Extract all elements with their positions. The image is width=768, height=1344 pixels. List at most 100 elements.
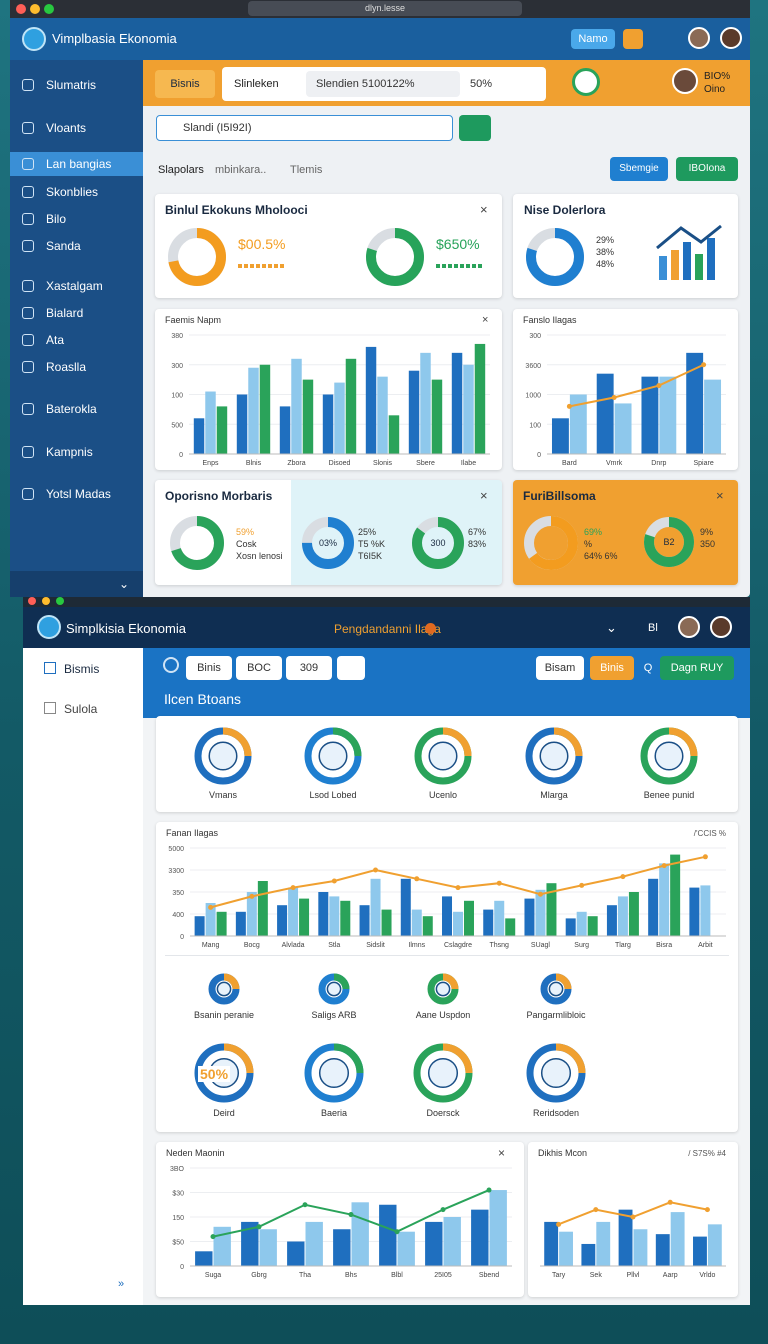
sidebar-item[interactable]: Bismis xyxy=(44,662,99,676)
sidebar-item[interactable]: Kampnis xyxy=(10,440,143,464)
bar xyxy=(453,911,463,936)
sidebar-item[interactable]: Bialard xyxy=(10,301,143,325)
rating xyxy=(238,264,286,268)
bar xyxy=(463,900,474,936)
tab[interactable]: Slapolars xyxy=(158,164,204,176)
settings-icon[interactable] xyxy=(163,657,179,673)
button[interactable]: Sbemgie xyxy=(610,157,668,181)
bar xyxy=(641,376,659,454)
minimize-button[interactable] xyxy=(42,597,50,605)
label: 67% xyxy=(468,527,487,537)
icon xyxy=(22,213,34,225)
label: Ata xyxy=(46,333,65,347)
tab[interactable]: Tlemis xyxy=(290,164,323,176)
close-button[interactable] xyxy=(16,4,26,14)
x-tick-label: Spiare xyxy=(694,460,714,467)
bar xyxy=(606,905,617,936)
x-tick-label: Sbere xyxy=(416,460,435,467)
bar xyxy=(689,887,700,936)
url-bar[interactable]: dlyn.lesse xyxy=(248,1,522,16)
sidebar-item[interactable]: Xastalgam xyxy=(10,274,143,298)
close-icon[interactable]: × xyxy=(480,488,488,503)
line-point xyxy=(611,394,617,400)
sidebar-item[interactable]: Yotsl Madas xyxy=(10,482,143,506)
donut-svg xyxy=(170,516,224,570)
tab[interactable]: mbinkara.. xyxy=(215,164,267,176)
icon xyxy=(304,727,362,785)
sidebar-item[interactable]: Sanda xyxy=(10,234,143,258)
sidebar-item[interactable]: Vloants xyxy=(10,116,143,140)
bar xyxy=(420,352,431,454)
bar xyxy=(693,1236,707,1266)
label: Skonblies xyxy=(46,185,99,199)
search-button[interactable] xyxy=(459,115,491,141)
sidebar-item[interactable]: Skonblies xyxy=(10,180,143,204)
dropdown-icon[interactable]: ⌄ xyxy=(606,620,617,635)
avatar[interactable] xyxy=(678,616,700,638)
divider xyxy=(165,955,729,956)
search-input[interactable]: Slendien 5100122% xyxy=(306,71,460,97)
bar xyxy=(329,896,340,936)
button[interactable]: Dagn RUY xyxy=(660,656,734,680)
close-icon[interactable]: × xyxy=(482,314,489,326)
status-dot xyxy=(425,623,436,634)
x-tick-label: 25I05 xyxy=(434,1272,452,1279)
minimize-button[interactable] xyxy=(30,4,40,14)
close-icon[interactable]: × xyxy=(498,1146,506,1160)
icon-core xyxy=(435,981,451,997)
avatar[interactable] xyxy=(672,68,698,94)
sidebar-item[interactable]: Lan bangias xyxy=(10,152,143,176)
line-point xyxy=(566,403,572,409)
label: Slumatris xyxy=(46,78,97,92)
label: 64% 6% xyxy=(584,551,618,561)
close-icon[interactable]: × xyxy=(716,488,724,503)
avatar[interactable] xyxy=(720,27,742,49)
maximize-button[interactable] xyxy=(44,4,54,14)
sidebar-item[interactable]: Bilo xyxy=(10,207,143,231)
collapse-button[interactable]: » xyxy=(118,1278,125,1290)
percent-filter[interactable]: 50% xyxy=(470,78,493,90)
line-point xyxy=(702,854,708,860)
button[interactable]: Q xyxy=(643,662,653,674)
x-tick-label: Suga xyxy=(205,1272,221,1279)
x-tick-label: Aarp xyxy=(663,1272,678,1279)
filter-chip[interactable]: Binis xyxy=(186,656,232,680)
close-button[interactable] xyxy=(28,597,36,605)
x-tick-label: Vrldo xyxy=(699,1272,715,1279)
header-button[interactable]: Namo xyxy=(571,29,615,49)
line-point xyxy=(210,1234,216,1240)
maximize-button[interactable] xyxy=(56,597,64,605)
filter-select[interactable]: Slandi (I5I92I) xyxy=(156,115,453,141)
x-tick-label: Bard xyxy=(562,460,577,467)
collapse-button[interactable]: ⌄ xyxy=(10,571,143,597)
page-title: Pengdandanni Ilaga xyxy=(334,622,441,636)
avatar[interactable] xyxy=(688,27,710,49)
filter-chip[interactable]: 309 xyxy=(286,656,332,680)
line-point xyxy=(556,1221,562,1227)
x-tick-label: Bocg xyxy=(244,942,260,949)
bar xyxy=(288,887,299,936)
notification-button[interactable] xyxy=(623,29,643,49)
icon xyxy=(640,727,698,785)
search-button[interactable] xyxy=(337,656,365,680)
sidebar-item[interactable]: Ata xyxy=(10,328,143,352)
toolbar-tab[interactable]: Bisnis xyxy=(155,70,215,98)
bar xyxy=(287,1241,305,1266)
bar xyxy=(581,1243,596,1266)
sidebar-item[interactable]: Sulola xyxy=(44,702,97,716)
user-sub: Oino xyxy=(704,84,726,95)
toolbar-tab[interactable]: Slinleken xyxy=(234,78,279,90)
avatar[interactable] xyxy=(710,616,732,638)
bar xyxy=(400,878,411,936)
button[interactable]: Binis xyxy=(590,656,634,680)
sidebar-item[interactable]: Baterokla xyxy=(10,397,143,421)
sidebar-item[interactable]: Roaslla xyxy=(10,355,143,379)
bar xyxy=(425,1221,443,1266)
filter-chip[interactable]: BOC xyxy=(236,656,282,680)
sidebar-item[interactable]: Slumatris xyxy=(10,73,143,97)
button[interactable]: Bisam xyxy=(536,656,584,680)
icon xyxy=(414,727,472,785)
close-icon[interactable]: × xyxy=(480,202,488,217)
x-tick-label: Sidslit xyxy=(366,942,385,949)
button[interactable]: IBOIona xyxy=(676,157,738,181)
